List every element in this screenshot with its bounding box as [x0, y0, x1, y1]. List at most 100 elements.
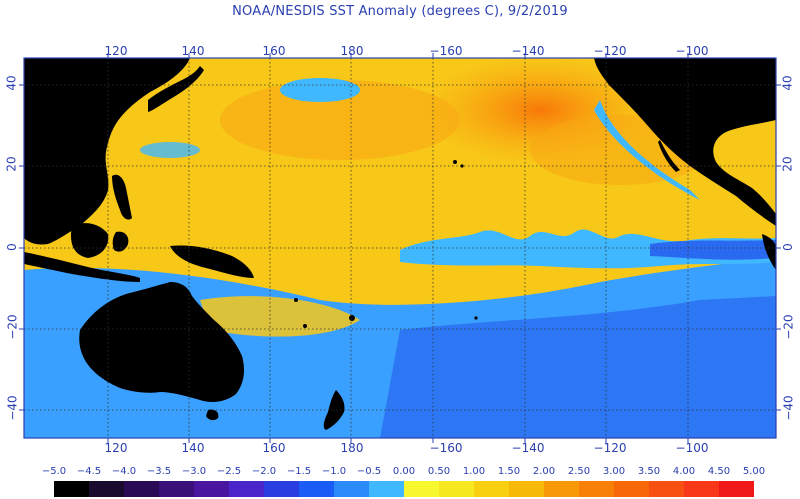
- legend-swatch-9: [369, 481, 404, 497]
- central-south-warm-patch: [380, 266, 560, 297]
- land-hawaii-1: [453, 160, 457, 164]
- lon-tick-bottom-120: 120: [104, 441, 128, 455]
- legend-swatch-8: [334, 481, 369, 497]
- land-tahiti: [474, 316, 478, 320]
- land-japan: [148, 66, 204, 112]
- land-north-america: [594, 58, 776, 226]
- legend-label-19: 4.50: [707, 466, 731, 477]
- land-new-zealand: [323, 390, 345, 430]
- sst-anomaly-map: [19, 53, 781, 443]
- land-hawaii-2: [460, 164, 464, 168]
- map-field: [24, 58, 776, 438]
- legend-label-1: −4.5: [76, 466, 102, 477]
- legend-label-15: 2.50: [567, 466, 591, 477]
- land-philippines: [112, 174, 132, 220]
- north-pacific-warm-anomaly-2: [220, 80, 460, 160]
- legend-swatch-18: [684, 481, 719, 497]
- land-new-guinea: [170, 245, 254, 278]
- legend-label-20: 5.00: [742, 466, 766, 477]
- lat-tick-right-m40: −40: [781, 395, 796, 421]
- legend-label-3: −3.5: [146, 466, 172, 477]
- lat-tick-left-m20: −20: [5, 314, 20, 340]
- california-coast-cool: [594, 100, 700, 200]
- legend-swatch-16: [614, 481, 649, 497]
- legend-swatch-10: [404, 481, 439, 497]
- lon-tick-bottom-160: 160: [262, 441, 286, 455]
- land-borneo: [70, 223, 109, 258]
- legend-swatch-1: [89, 481, 124, 497]
- lat-tick-left-m40: −40: [5, 395, 20, 421]
- lon-tick-bottom-m160: −160: [429, 441, 463, 455]
- lon-tick-top-m140: −140: [511, 44, 545, 58]
- lon-tick-bottom-140: 140: [181, 441, 205, 455]
- legend-swatch-7: [299, 481, 334, 497]
- land-fiji: [349, 315, 355, 321]
- legend-swatch-19: [719, 481, 754, 497]
- legend-label-5: −2.5: [216, 466, 242, 477]
- land-australia: [79, 282, 244, 402]
- legend-label-18: 4.00: [672, 466, 696, 477]
- lat-tick-right-40: 40: [780, 75, 795, 91]
- legend-swatch-4: [194, 481, 229, 497]
- legend-swatch-3: [159, 481, 194, 497]
- legend-label-6: −2.0: [251, 466, 277, 477]
- east-equatorial-cold: [650, 240, 776, 260]
- lon-tick-top-m160: −160: [429, 44, 463, 58]
- lon-tick-bottom-m120: −120: [593, 441, 627, 455]
- legend-label-11: 0.50: [427, 466, 451, 477]
- lon-tick-top-120: 120: [104, 44, 128, 58]
- legend-swatch-0: [54, 481, 89, 497]
- legend-swatch-5: [229, 481, 264, 497]
- lon-tick-bottom-180: 180: [340, 441, 364, 455]
- legend-label-12: 1.00: [462, 466, 486, 477]
- legend-swatch-2: [124, 481, 159, 497]
- land-tasmania: [206, 409, 219, 421]
- legend-swatch-11: [439, 481, 474, 497]
- lon-tick-top-m120: −120: [593, 44, 627, 58]
- lon-tick-top-180: 180: [340, 44, 364, 58]
- legend-swatch-14: [544, 481, 579, 497]
- lat-tick-right-m20: −20: [781, 314, 796, 340]
- land-sulawesi: [112, 231, 129, 252]
- lon-tick-top-160: 160: [262, 44, 286, 58]
- legend-label-2: −4.0: [111, 466, 137, 477]
- legend-label-10: 0.00: [392, 466, 416, 477]
- graticule: [24, 58, 776, 438]
- subtropical-warm-patch: [200, 296, 360, 337]
- legend-label-16: 3.00: [602, 466, 626, 477]
- legend-swatch-6: [264, 481, 299, 497]
- lat-tick-left-40: 40: [4, 75, 19, 91]
- legend-label-8: −1.0: [321, 466, 347, 477]
- lon-tick-bottom-m100: −100: [675, 441, 709, 455]
- land-vanuatu: [303, 324, 307, 328]
- legend-swatch-15: [579, 481, 614, 497]
- lon-tick-bottom-m140: −140: [511, 441, 545, 455]
- legend-label-7: −1.5: [286, 466, 312, 477]
- land-solomon: [294, 298, 298, 302]
- equatorial-cold-tongue: [400, 229, 776, 269]
- legend-label-0: −5.0: [41, 466, 67, 477]
- lon-tick-top-m100: −100: [675, 44, 709, 58]
- legend-label-9: −0.5: [356, 466, 382, 477]
- legend-swatch-17: [649, 481, 684, 497]
- lon-tick-top-140: 140: [181, 44, 205, 58]
- lat-tick-right-20: 20: [780, 156, 795, 172]
- western-cool-patch: [140, 142, 200, 158]
- legend-label-17: 3.50: [637, 466, 661, 477]
- legend-label-13: 1.50: [497, 466, 521, 477]
- legend-label-14: 2.00: [532, 466, 556, 477]
- southern-cold-anomaly: [380, 296, 776, 438]
- land-asia: [24, 58, 190, 245]
- legend-swatch-12: [474, 481, 509, 497]
- land-sumatra-java: [24, 252, 140, 282]
- lat-tick-right-0: 0: [780, 243, 795, 251]
- land-south-america: [762, 234, 776, 270]
- frame-ticks: [19, 53, 781, 443]
- lat-tick-left-0: 0: [4, 243, 19, 251]
- legend-label-4: −3.0: [181, 466, 207, 477]
- land-baja: [658, 140, 680, 172]
- legend-swatch-13: [509, 481, 544, 497]
- kuroshio-cool-patch: [280, 78, 360, 102]
- map-title: NOAA/NESDIS SST Anomaly (degrees C), 9/2…: [232, 4, 568, 19]
- lat-tick-left-20: 20: [4, 156, 19, 172]
